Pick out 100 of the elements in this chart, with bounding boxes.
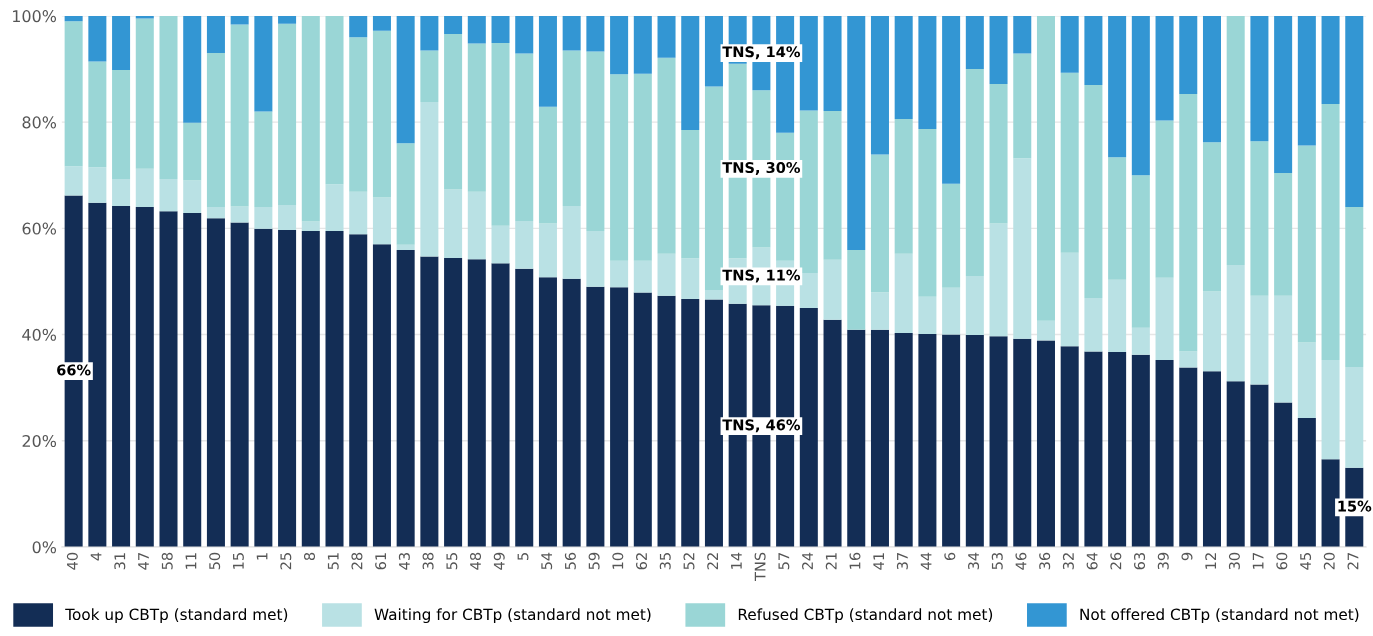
bar (942, 183, 961, 288)
bar (562, 50, 581, 207)
x-tick-label: TNS (754, 552, 766, 581)
bar (942, 334, 961, 547)
x-tick-label: 6 (944, 552, 956, 561)
bar (657, 15, 676, 58)
bar (1155, 277, 1174, 361)
bar (1060, 346, 1079, 547)
bar (847, 250, 866, 330)
bar (183, 15, 202, 123)
bar (206, 207, 225, 219)
bar (1179, 15, 1198, 94)
bar (1131, 175, 1150, 328)
bar (942, 287, 961, 335)
legend-label: Waiting for CBTp (standard not met) (374, 608, 651, 624)
x-tick-label: 40 (66, 552, 78, 570)
bar (88, 61, 107, 168)
bar (1179, 367, 1198, 547)
bar (1297, 417, 1316, 547)
bar (1321, 459, 1340, 547)
bar (396, 244, 415, 251)
bar (372, 244, 391, 547)
x-tick-label: 58 (161, 552, 173, 570)
x-tick-label: 60 (1276, 552, 1288, 570)
bar (515, 268, 534, 547)
bar (610, 287, 629, 547)
bar (444, 189, 463, 259)
y-tick-label: 80% (22, 116, 57, 129)
bar (586, 230, 605, 287)
bar (823, 259, 842, 320)
bar (112, 70, 131, 179)
x-tick-label: 16 (849, 552, 861, 569)
bar (989, 336, 1008, 547)
bar (159, 178, 178, 212)
x-tick-label: 17 (1252, 553, 1264, 569)
x-tick-label: 50 (209, 552, 221, 570)
bar (1036, 340, 1055, 547)
bar (1250, 295, 1269, 385)
bar (823, 319, 842, 547)
bar (1297, 342, 1316, 418)
data-label: TNS, 30% (722, 162, 801, 175)
bar (349, 37, 368, 192)
bar (230, 15, 249, 25)
x-tick-label: 41 (873, 553, 884, 570)
bar (823, 15, 842, 111)
bar (989, 15, 1008, 84)
bar (704, 86, 723, 290)
bar (633, 292, 652, 547)
x-tick-label: 11 (185, 553, 197, 569)
bar (1202, 15, 1221, 143)
legend-label: Refused CBTp (standard not met) (738, 608, 993, 624)
bar (1013, 53, 1032, 159)
bar (444, 15, 463, 34)
bar (278, 23, 297, 205)
bar (301, 230, 320, 547)
bar (88, 167, 107, 203)
x-tick-label: 30 (1228, 552, 1240, 570)
y-tick-label: 20% (22, 434, 57, 448)
x-tick-label: 45 (1300, 553, 1312, 570)
bar (704, 299, 723, 547)
bar (799, 272, 818, 308)
x-tick-label: 57 (778, 553, 790, 570)
bar (64, 15, 83, 22)
bar (515, 15, 534, 54)
bar (894, 15, 913, 119)
bar (444, 258, 463, 547)
bar (325, 15, 344, 185)
bar (562, 206, 581, 279)
bar (538, 223, 557, 278)
bar (870, 15, 889, 155)
bar (657, 57, 676, 254)
bar (870, 292, 889, 330)
bar (491, 225, 510, 264)
x-tick-label: 51 (327, 553, 339, 570)
bar (1108, 352, 1127, 547)
x-tick-label: 10 (612, 552, 624, 569)
bar (847, 15, 866, 251)
bar (562, 15, 581, 51)
x-tick-label: 47 (138, 553, 149, 570)
bar (420, 50, 439, 102)
bar (1084, 84, 1103, 298)
data-label: TNS, 11% (722, 269, 801, 283)
bar (183, 122, 202, 181)
bar (1226, 264, 1245, 382)
bar (633, 15, 652, 74)
bar (230, 206, 249, 223)
bar (1202, 291, 1221, 372)
bar (633, 260, 652, 293)
bar (1131, 327, 1150, 355)
bar (467, 15, 486, 44)
bar (372, 30, 391, 198)
bar (396, 250, 415, 547)
x-tick-label: 15 (233, 553, 244, 569)
y-tick-label: 0% (32, 541, 57, 554)
x-tick-label: 21 (825, 553, 837, 570)
bar (1226, 381, 1245, 547)
x-tick-label: 25 (280, 553, 292, 570)
bar (538, 15, 557, 107)
bar (894, 253, 913, 333)
x-tick-label: 28 (351, 552, 363, 570)
